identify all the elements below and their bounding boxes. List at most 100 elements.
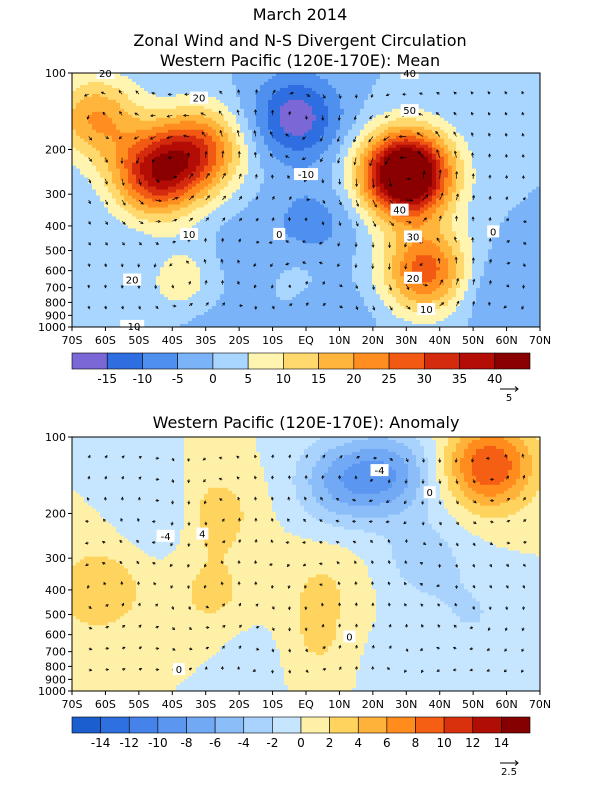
field-cell: [324, 141, 329, 146]
field-cell: [264, 96, 269, 101]
field-cell: [324, 144, 329, 149]
field-cell: [348, 126, 353, 131]
field-cell: [288, 105, 293, 110]
field-cell: [212, 126, 217, 131]
field-cell: [244, 93, 249, 98]
field-cell: [192, 150, 197, 155]
field-cell: [496, 183, 501, 188]
field-cell: [224, 105, 229, 110]
field-cell: [108, 96, 113, 101]
field-cell: [104, 90, 109, 95]
field-cell: [216, 138, 221, 143]
field-cell: [196, 159, 201, 164]
field-cell: [180, 84, 185, 89]
field-cell: [412, 180, 417, 185]
field-cell: [100, 147, 105, 152]
field-cell: [420, 144, 425, 149]
field-cell: [492, 171, 497, 176]
field-cell: [508, 144, 513, 149]
field-cell: [140, 108, 145, 113]
field-cell: [228, 177, 233, 182]
field-cell: [80, 111, 85, 116]
field-cell: [344, 171, 349, 176]
field-cell: [444, 186, 449, 191]
field-cell: [240, 90, 245, 95]
field-cell: [220, 129, 225, 134]
field-cell: [524, 81, 529, 86]
field-cell: [200, 105, 205, 110]
field-cell: [224, 129, 229, 134]
field-cell: [240, 129, 245, 134]
field-cell: [96, 162, 101, 167]
field-cell: [392, 73, 397, 77]
field-cell: [212, 159, 217, 164]
field-cell: [92, 87, 97, 92]
field-cell: [340, 114, 345, 119]
field-cell: [72, 99, 77, 104]
field-cell: [400, 126, 405, 131]
field-cell: [356, 117, 361, 122]
field-cell: [348, 147, 353, 152]
field-cell: [332, 138, 337, 143]
field-cell: [156, 96, 161, 101]
field-cell: [140, 186, 145, 191]
field-cell: [420, 123, 425, 128]
field-cell: [352, 75, 357, 80]
field-cell: [72, 114, 77, 119]
field-cell: [376, 138, 381, 143]
field-cell: [516, 114, 521, 119]
field-cell: [484, 90, 489, 95]
field-cell: [216, 174, 221, 179]
field-cell: [372, 108, 377, 113]
field-cell: [244, 132, 249, 137]
field-cell: [148, 111, 153, 116]
field-cell: [484, 123, 489, 128]
field-cell: [512, 129, 517, 134]
field-cell: [180, 93, 185, 98]
field-cell: [72, 84, 77, 89]
field-cell: [488, 102, 493, 107]
field-cell: [412, 156, 417, 161]
field-cell: [460, 174, 465, 179]
field-cell: [468, 126, 473, 131]
field-cell: [400, 135, 405, 140]
field-cell: [152, 132, 157, 137]
field-cell: [364, 138, 369, 143]
field-cell: [296, 111, 301, 116]
field-cell: [532, 168, 537, 173]
field-cell: [312, 87, 317, 92]
field-cell: [212, 108, 217, 113]
field-cell: [332, 168, 337, 173]
field-cell: [272, 114, 277, 119]
field-cell: [300, 78, 305, 83]
field-cell: [104, 162, 109, 167]
field-cell: [532, 147, 537, 152]
field-cell: [304, 129, 309, 134]
field-cell: [180, 87, 185, 92]
field-cell: [516, 171, 521, 176]
field-cell: [288, 177, 293, 182]
field-cell: [276, 78, 281, 83]
field-cell: [428, 99, 433, 104]
field-cell: [156, 114, 161, 119]
field-cell: [108, 105, 113, 110]
field-cell: [384, 168, 389, 173]
field-cell: [476, 177, 481, 182]
field-cell: [348, 84, 353, 89]
field-cell: [124, 174, 129, 179]
field-cell: [244, 96, 249, 101]
field-cell: [284, 129, 289, 134]
field-cell: [144, 180, 149, 185]
field-cell: [344, 147, 349, 152]
field-cell: [192, 174, 197, 179]
field-cell: [144, 174, 149, 179]
field-cell: [104, 117, 109, 122]
field-cell: [76, 102, 81, 107]
field-cell: [76, 186, 81, 191]
field-cell: [120, 93, 125, 98]
field-cell: [116, 123, 121, 128]
field-cell: [204, 75, 209, 80]
field-cell: [208, 75, 213, 80]
field-cell: [332, 90, 337, 95]
field-cell: [372, 186, 377, 191]
